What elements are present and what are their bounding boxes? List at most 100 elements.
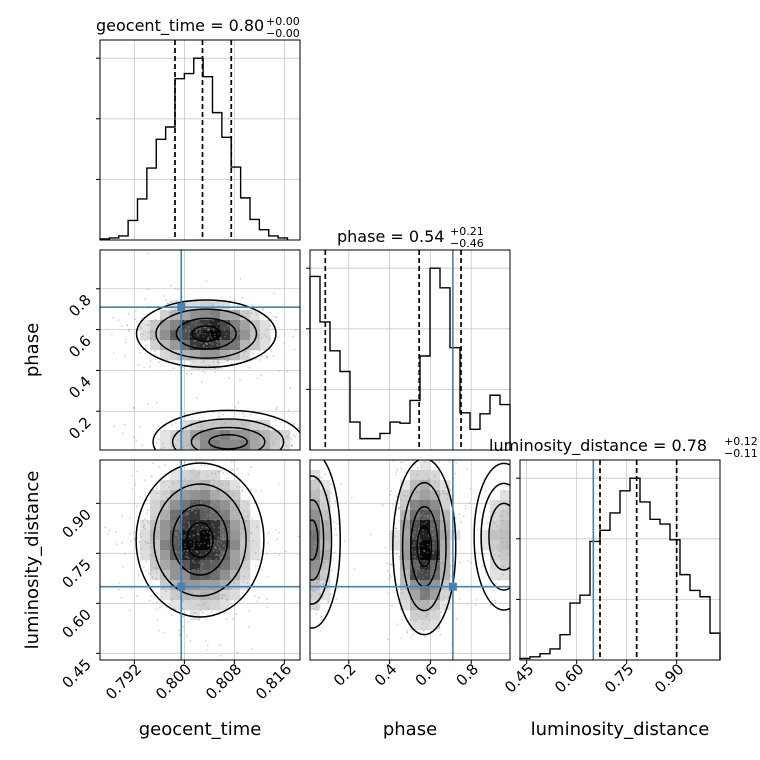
sample-point [327, 601, 329, 604]
density-cell [170, 300, 181, 311]
sample-point [138, 533, 141, 536]
density-cell [200, 420, 211, 431]
sample-point [232, 336, 235, 338]
sample-point [178, 629, 181, 632]
sample-point [165, 606, 168, 609]
sample-point [161, 544, 163, 547]
sample-point [233, 532, 236, 535]
density-cell [190, 550, 201, 561]
sample-point [397, 520, 400, 523]
sample-point [220, 438, 223, 441]
sample-point [261, 355, 264, 357]
density-cell [240, 500, 251, 511]
sample-point [167, 454, 169, 456]
sample-point [327, 600, 330, 603]
sample-point [292, 423, 295, 425]
sample-point [191, 561, 194, 563]
density-cell [400, 560, 411, 571]
density-cell [410, 540, 421, 551]
sample-point [231, 460, 233, 463]
sample-point [305, 597, 307, 599]
sample-point [484, 490, 487, 492]
density-cell [420, 490, 431, 501]
sample-point [215, 352, 217, 354]
sample-point [414, 588, 417, 590]
sample-point [217, 567, 219, 570]
sample-point [414, 559, 416, 561]
sample-point [197, 539, 200, 542]
density-cell [150, 320, 161, 331]
sample-point [243, 434, 246, 437]
sample-point [460, 521, 462, 523]
sample-point [202, 335, 205, 338]
sample-point [207, 456, 209, 458]
contour-line [171, 504, 229, 576]
sample-point [193, 344, 196, 347]
sample-point [218, 526, 221, 529]
sample-point [417, 496, 420, 499]
sample-point [458, 512, 461, 515]
sample-point [118, 588, 120, 591]
sample-point [147, 571, 150, 574]
density-cell [220, 580, 231, 591]
density-cell [170, 350, 181, 361]
density-cell [180, 420, 191, 431]
sample-point [506, 546, 509, 549]
sample-point [217, 580, 219, 582]
density-cell [140, 520, 151, 531]
sample-point [343, 539, 346, 542]
sample-point [167, 302, 170, 305]
sample-point [232, 492, 234, 494]
density-cell [270, 440, 281, 450]
sample-point [231, 517, 234, 520]
sample-point [228, 500, 231, 502]
sample-point [215, 553, 218, 556]
sample-point [201, 565, 203, 568]
density-cell [210, 570, 221, 581]
density-cell [440, 480, 451, 491]
sample-point [201, 572, 204, 574]
sample-point [202, 324, 205, 326]
sample-point [197, 542, 199, 545]
sample-point [150, 320, 153, 322]
sample-point [331, 569, 334, 572]
sample-point [217, 504, 220, 506]
sample-point [207, 607, 210, 610]
sample-point [434, 474, 437, 477]
sample-point [144, 493, 147, 496]
sample-point [249, 413, 252, 416]
sample-point [153, 523, 155, 526]
density-cell [140, 540, 151, 551]
sample-point [193, 611, 196, 614]
sample-point [160, 447, 163, 450]
density-cell [180, 350, 191, 361]
density-cell [400, 550, 411, 561]
sample-point [310, 536, 313, 539]
sample-point [405, 518, 408, 520]
density-cell [440, 580, 451, 591]
sample-point [423, 560, 425, 562]
density-cell [150, 560, 161, 571]
sample-point [208, 364, 211, 367]
sample-point [172, 515, 175, 517]
sample-point [423, 550, 426, 553]
sample-point [311, 530, 314, 533]
sample-point [229, 326, 232, 329]
density-cell [230, 520, 241, 531]
density-cell [210, 420, 221, 431]
sample-point [218, 643, 221, 646]
x-tick-label: 0.60 [551, 660, 587, 696]
sample-point [167, 552, 170, 555]
sample-point [152, 339, 155, 342]
sample-point [195, 501, 198, 503]
sample-point [186, 372, 188, 375]
sample-point [226, 477, 229, 479]
sample-point [310, 555, 312, 558]
sample-point [249, 445, 252, 447]
sample-point [246, 530, 249, 533]
density-cell [420, 570, 431, 581]
sample-point [386, 570, 389, 573]
sample-point [426, 509, 428, 512]
sample-point [396, 623, 399, 626]
sample-point [497, 548, 500, 551]
